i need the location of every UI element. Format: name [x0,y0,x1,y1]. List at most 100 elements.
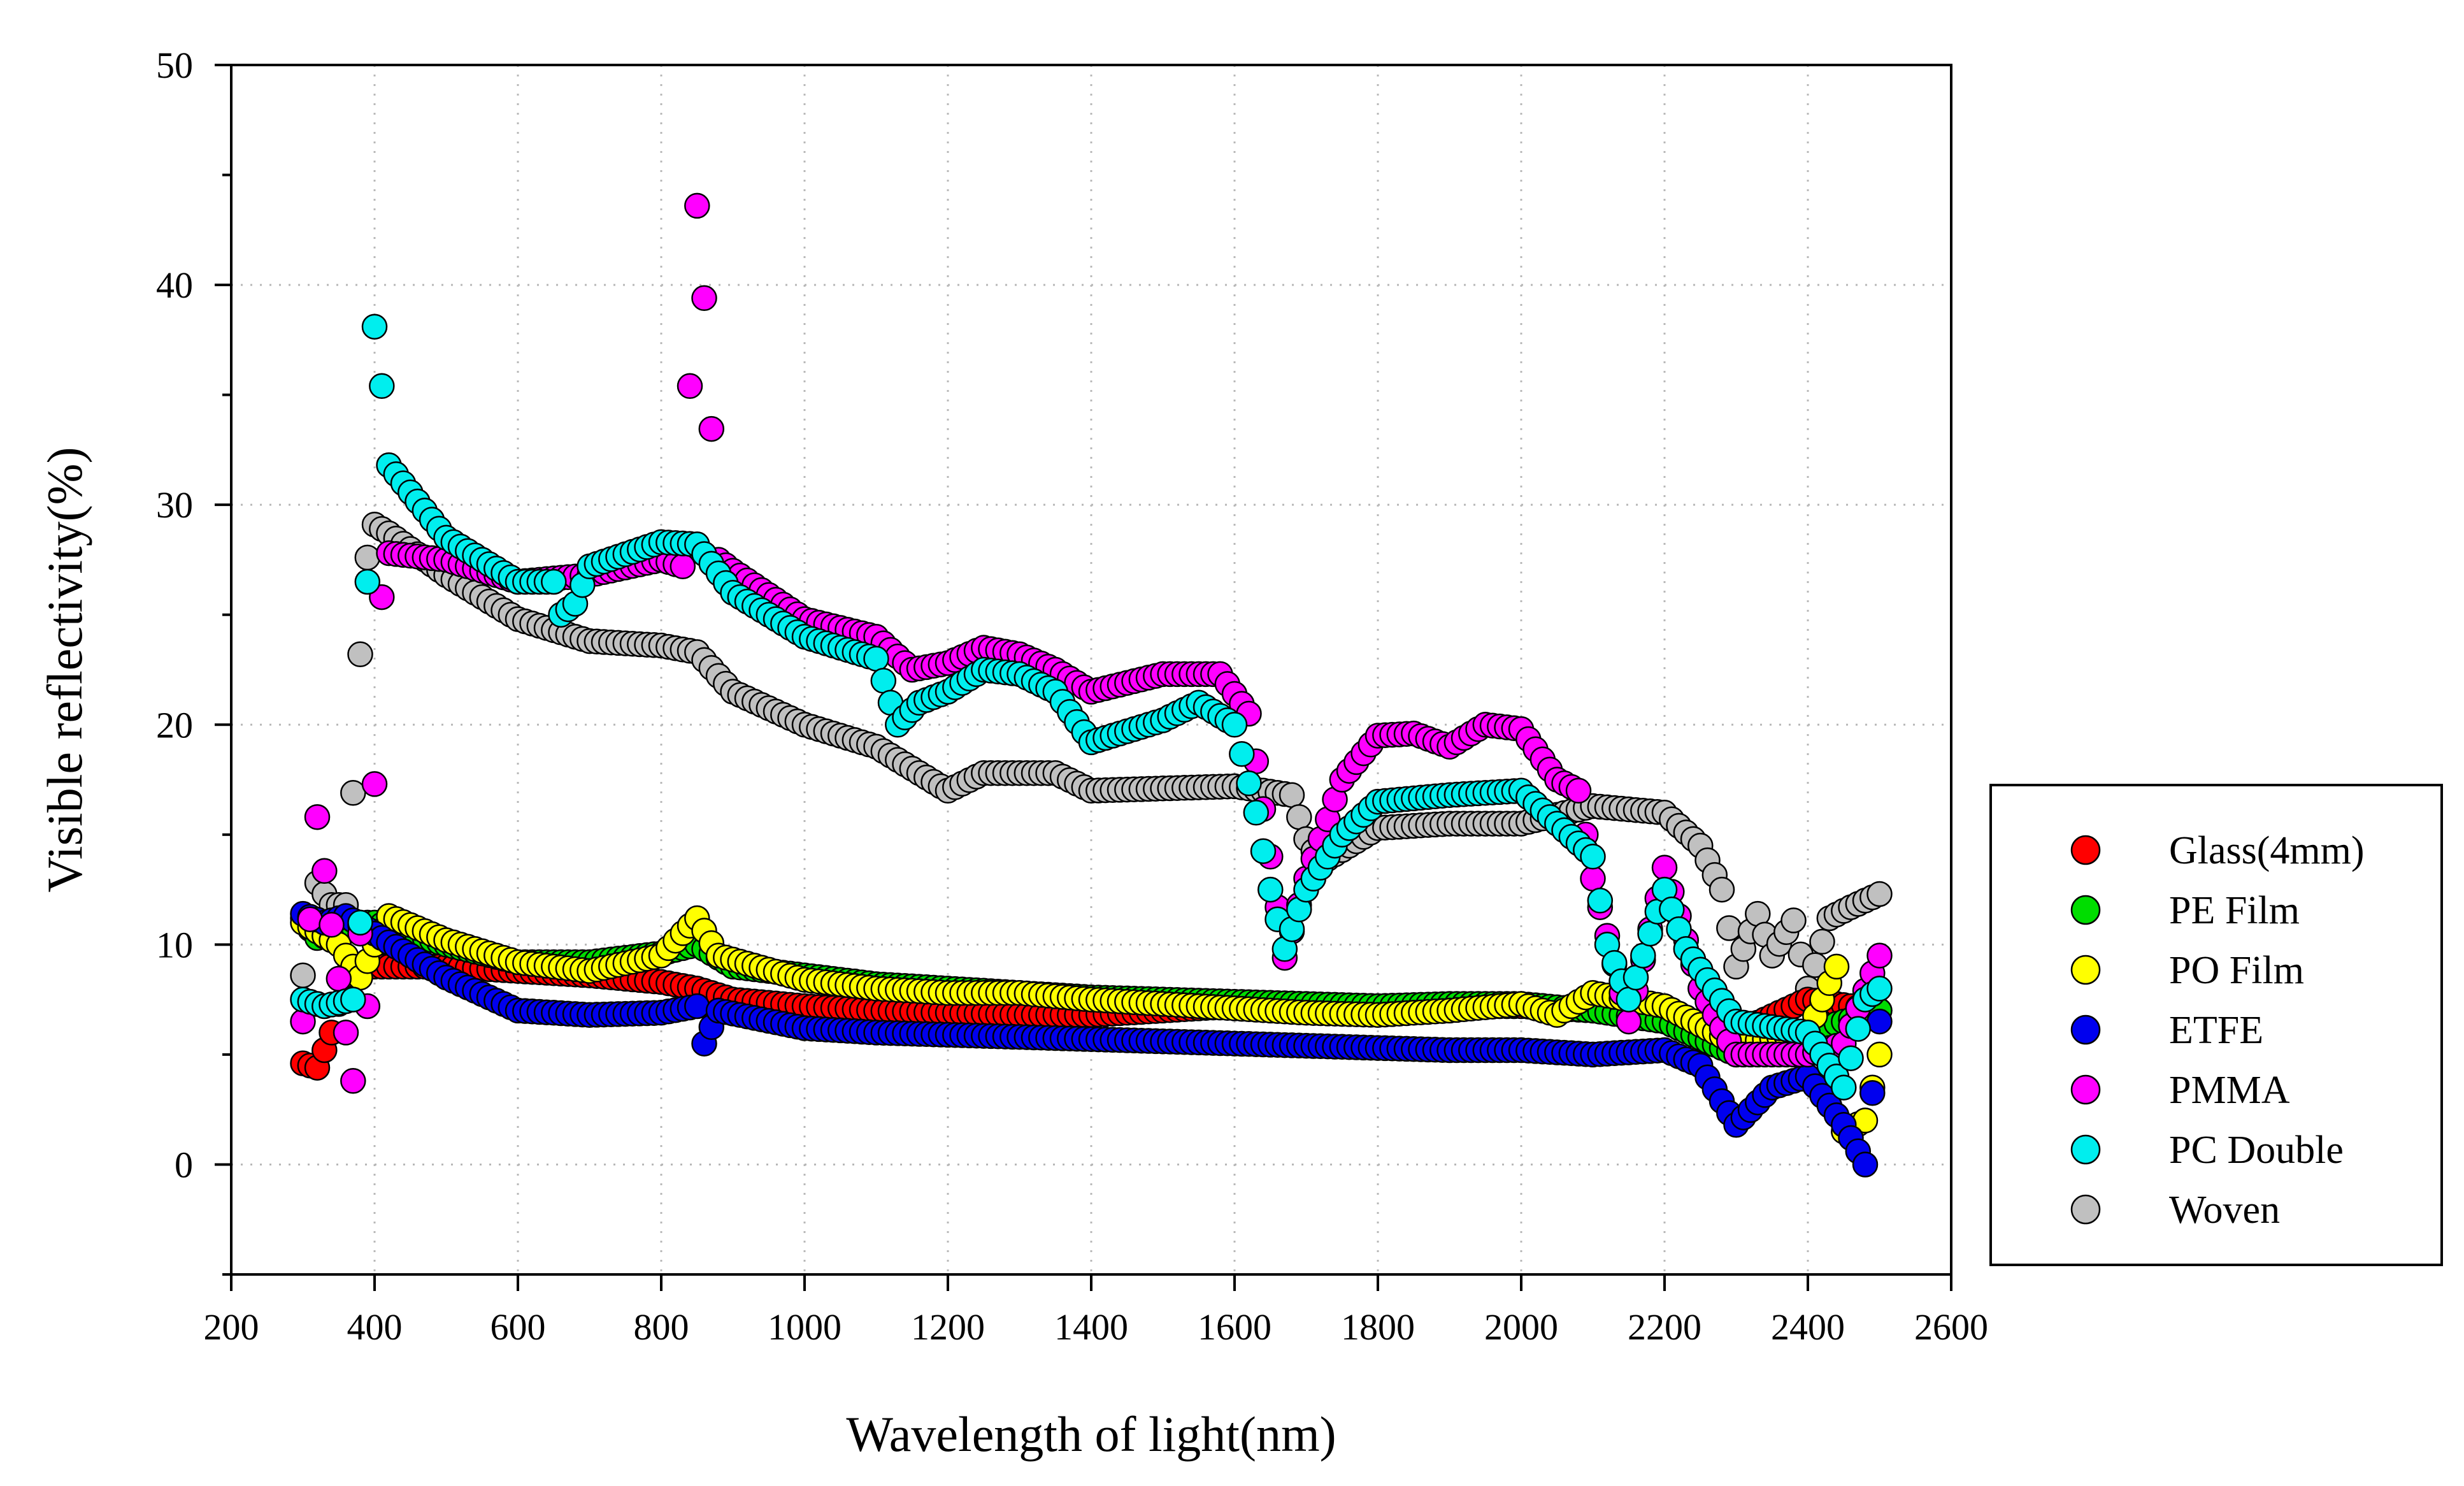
x-tick-label: 800 [634,1306,689,1348]
x-tick-label: 1800 [1341,1306,1415,1348]
data-point [1716,915,1742,941]
data-point [326,965,352,992]
data-point [1221,712,1248,738]
data-point [312,858,338,884]
data-point [684,192,710,219]
data-point [1866,1041,1893,1068]
data-point [698,415,725,442]
series-etfe [290,900,1893,1178]
data-point [1587,888,1614,914]
data-point [1630,942,1656,969]
data-point [1615,1008,1642,1035]
legend-label: Woven [2169,1188,2280,1232]
legend-label: ETFE [2169,1009,2263,1052]
y-tick-label: 30 [156,484,193,526]
legend-label: PC Double [2169,1129,2344,1172]
data-point [1845,1016,1872,1042]
y-tick-label: 20 [156,704,193,746]
data-point [1831,1074,1857,1100]
legend-label: PE Film [2169,889,2300,932]
x-tick-label: 1400 [1054,1306,1128,1348]
data-point [340,986,366,1013]
data-point [677,373,703,400]
data-point [1615,986,1642,1013]
data-point [691,285,717,312]
legend-marker [2070,895,2101,925]
data-point [1838,1045,1864,1071]
x-tick-label: 2600 [1914,1306,1988,1348]
legend-marker [2070,1194,2101,1225]
data-point [1780,907,1807,934]
data-point [1809,928,1835,955]
data-point [290,962,316,988]
data-point [1651,855,1678,881]
data-point [347,909,373,936]
data-point [333,1020,359,1046]
y-axis-title: Visible reflectivity(%) [37,447,92,892]
legend-marker [2070,835,2101,865]
y-tick-label: 40 [156,264,193,306]
data-point [1286,804,1312,830]
data-point [541,568,567,595]
x-tick-label: 600 [491,1306,546,1348]
x-tick-label: 2400 [1771,1306,1845,1348]
data-point [1229,741,1255,767]
data-point [1637,920,1663,947]
data-point [1243,800,1270,826]
y-tick-label: 50 [156,45,193,86]
legend-marker [2070,1074,2101,1105]
data-point [347,641,373,668]
data-point [863,646,889,672]
data-point [297,906,324,932]
plot-area [231,65,1951,1274]
data-point [1866,1008,1893,1035]
y-tick-label: 10 [156,924,193,965]
data-point [1708,876,1735,903]
data-point [354,544,381,571]
x-tick-label: 2200 [1628,1306,1701,1348]
data-point [1859,1080,1886,1106]
data-point [870,668,897,694]
legend-label: PMMA [2169,1069,2290,1112]
x-tick-label: 1200 [911,1306,985,1348]
legend-label: PO Film [2169,949,2304,992]
data-point [1866,976,1893,1002]
axis-ticks: 200 400 600 800 1000 1200 1400 1600 1800 2000 2200… [156,45,1988,1348]
data-point [1236,770,1262,797]
data-points [290,192,1893,1178]
data-point [1250,838,1277,864]
data-point [1257,876,1284,903]
data-point [1580,844,1606,870]
legend-marker [2070,1014,2101,1045]
data-point [319,912,345,938]
x-tick-label: 1000 [768,1306,842,1348]
data-point [1565,777,1592,804]
legend-marker [2070,955,2101,985]
data-point [670,553,696,580]
data-point [1866,881,1893,907]
x-tick-label: 400 [347,1306,403,1348]
x-axis-title: Wavelength of light(nm) [846,1406,1336,1462]
legend-label: Glass(4mm) [2169,829,2365,872]
series-pc-double [290,314,1893,1100]
data-point [684,993,710,1020]
legend: Glass(4mm) PE Film PO Film ETFE PMMA PC Doubl… [2070,829,2365,1232]
data-point [354,568,381,595]
data-point [1580,865,1606,892]
x-tick-label: 2000 [1484,1306,1558,1348]
x-tick-label: 200 [204,1306,259,1348]
data-point [304,804,331,830]
data-point [361,314,388,340]
data-point [369,373,395,400]
data-point [1852,1151,1879,1178]
grid-lines [231,65,1951,1274]
x-tick-label: 1600 [1198,1306,1271,1348]
data-point [1622,964,1649,991]
legend-marker [2070,1134,2101,1165]
data-point [1823,953,1850,980]
data-point [340,780,366,806]
y-tick-label: 0 [175,1144,193,1185]
data-point [1279,782,1305,808]
data-point [1866,942,1893,969]
